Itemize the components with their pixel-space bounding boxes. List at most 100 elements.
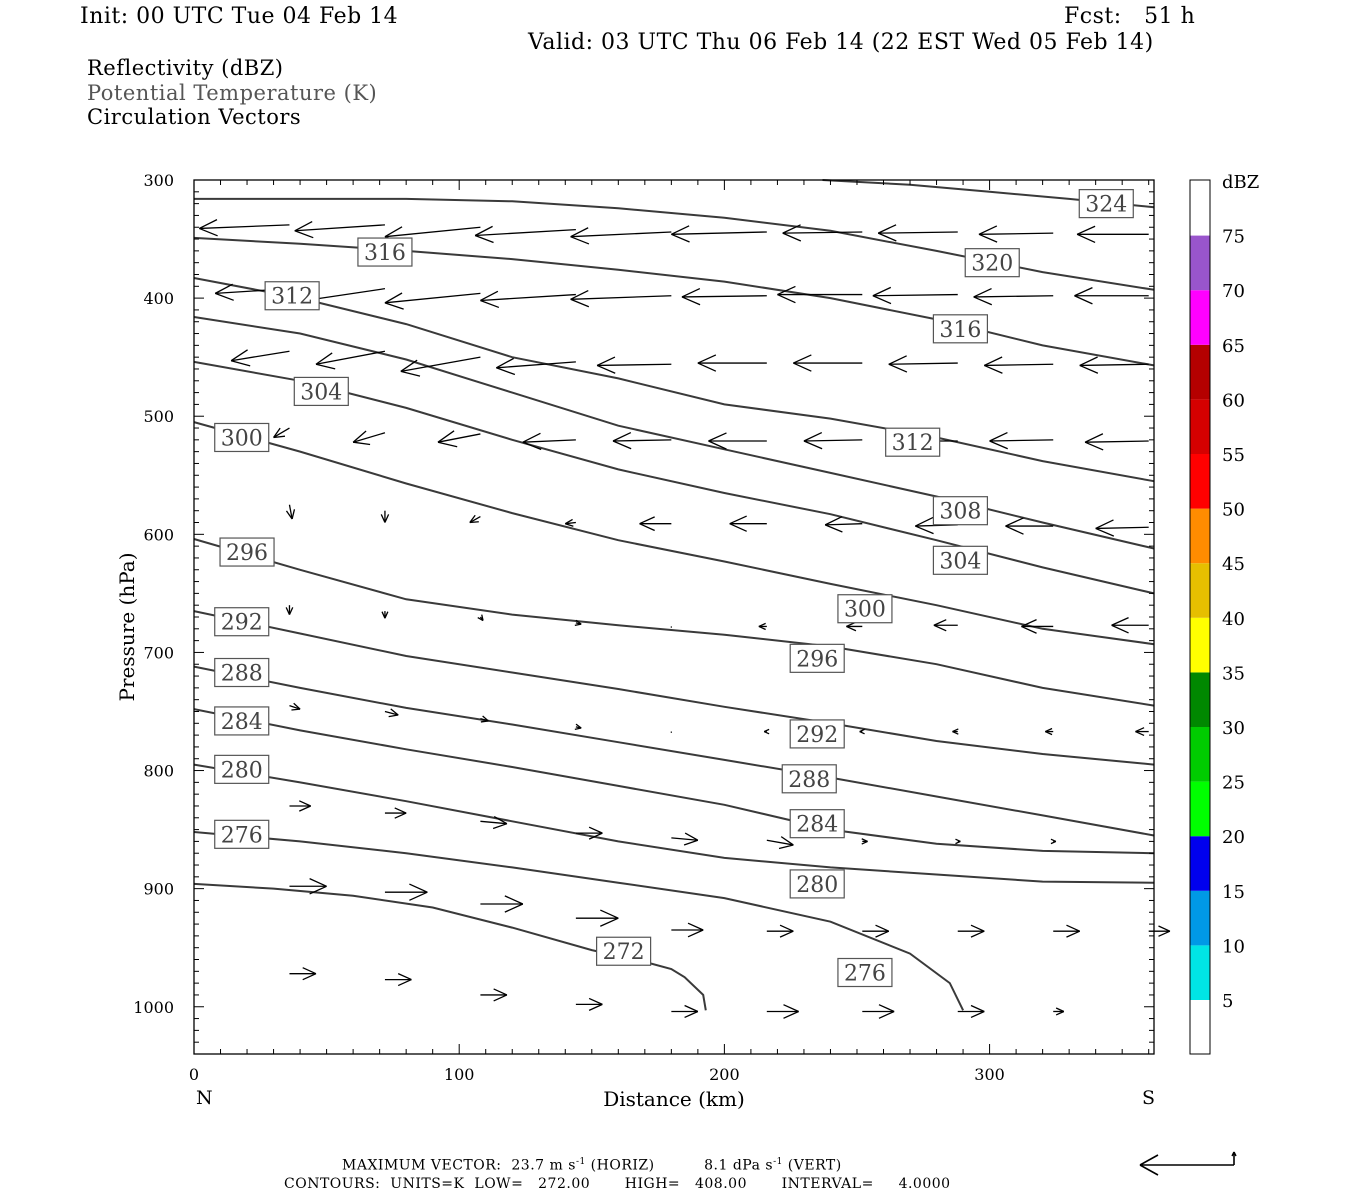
- circulation-vector: [437, 430, 481, 448]
- horiz-unit: (HORIZ): [590, 1157, 655, 1174]
- circulation-vectors: [199, 219, 1171, 1019]
- y-tick-label: 700: [143, 643, 174, 662]
- contour-label-280: 280: [789, 869, 845, 899]
- circulation-vector: [384, 807, 407, 819]
- y-tick-label: 600: [143, 525, 174, 544]
- colorbar-outline: [1189, 179, 1211, 1055]
- circulation-vector: [285, 504, 296, 520]
- svg-text:316: 316: [939, 318, 981, 343]
- colorbar-label: 60: [1222, 390, 1245, 411]
- svg-text:312: 312: [892, 431, 934, 456]
- y-tick-label: 300: [143, 171, 174, 190]
- colorbar-label: 55: [1222, 445, 1245, 466]
- circulation-vector: [352, 430, 386, 446]
- y-tick-label: 1000: [133, 998, 174, 1017]
- svg-text:308: 308: [939, 500, 981, 525]
- north-label: N: [196, 1087, 213, 1109]
- vert-max-value: 8.1 dPa s: [704, 1157, 774, 1174]
- valid-time: Valid: 03 UTC Thu 06 Feb 14 (22 EST Wed …: [528, 30, 1154, 55]
- contour-label-308: 308: [932, 496, 989, 526]
- circulation-vector: [384, 883, 428, 901]
- colorbar-label: 35: [1222, 663, 1245, 684]
- contour-label-276: 276: [837, 957, 893, 988]
- circulation-vector: [1053, 1007, 1065, 1016]
- contour-label-288: 288: [781, 764, 837, 794]
- circulation-vector: [1074, 287, 1149, 305]
- colorbar-label: 70: [1222, 281, 1245, 302]
- circulation-vector: [285, 605, 294, 615]
- svg-text:272: 272: [603, 940, 645, 965]
- svg-text:276: 276: [844, 962, 886, 987]
- circulation-vector: [480, 815, 508, 830]
- circulation-vector: [384, 973, 412, 987]
- svg-text:324: 324: [1085, 193, 1127, 218]
- circulation-vector: [978, 225, 1054, 243]
- reference-vector: [1139, 1151, 1237, 1176]
- colorbar-bin: [1190, 454, 1210, 509]
- colorbar-unit: dBZ: [1222, 172, 1259, 193]
- circulation-vector: [1148, 925, 1171, 937]
- y-tick-label: 500: [143, 407, 174, 426]
- theta-contour-308: [193, 316, 1155, 550]
- circulation-vector: [294, 220, 385, 239]
- circulation-vector: [575, 826, 603, 840]
- south-label: S: [1142, 1087, 1155, 1109]
- colorbar-bin: [1190, 399, 1210, 454]
- horiz-max-value: 23.7 m s: [511, 1157, 576, 1174]
- circulation-vector: [381, 611, 389, 619]
- circulation-vector: [596, 356, 672, 374]
- colorbar-bin: [1190, 344, 1210, 400]
- contour-label-288: 288: [214, 657, 270, 688]
- colorbar-bin: [1190, 890, 1210, 946]
- circulation-vector: [846, 621, 863, 632]
- circulation-vector: [400, 356, 481, 377]
- contour-label-316: 316: [932, 314, 989, 344]
- circulation-vector: [289, 878, 327, 895]
- circulation-vector: [289, 967, 317, 981]
- contour-label-320: 320: [964, 248, 1020, 278]
- circulation-vector: [480, 290, 576, 309]
- circulation-vector: [766, 1004, 799, 1019]
- circulation-vector: [474, 225, 576, 244]
- circulation-vector: [575, 909, 619, 927]
- circulation-vector: [480, 895, 524, 913]
- svg-text:296: 296: [796, 647, 838, 672]
- circulation-vector: [671, 922, 704, 938]
- circulation-vector: [480, 715, 489, 723]
- vert-unit: (VERT): [787, 1157, 842, 1174]
- circulation-vector: [973, 287, 1054, 306]
- circulation-vector: [639, 516, 672, 532]
- contour-label-304: 304: [932, 545, 989, 575]
- circulation-vector: [230, 349, 290, 367]
- circulation-vector: [1021, 619, 1054, 634]
- forecast-hour: Fcst: 51 h: [1064, 4, 1196, 29]
- circulation-vector: [1095, 519, 1149, 537]
- circulation-vector: [1050, 838, 1057, 845]
- circulation-vector: [289, 702, 301, 711]
- circulation-vector: [612, 431, 672, 450]
- svg-text:280: 280: [221, 758, 263, 783]
- x-tick-label: 0: [189, 1065, 199, 1084]
- circulation-vector: [777, 285, 863, 304]
- theta-contour-300: [193, 421, 1155, 646]
- theta-contour-276: [193, 831, 964, 1011]
- contour-label-284: 284: [789, 809, 845, 839]
- y-axis-title: Pressure (hPa): [115, 553, 139, 702]
- circulation-vector: [1079, 356, 1149, 374]
- circulation-vector: [1135, 727, 1149, 737]
- colorbar-label: 45: [1222, 554, 1245, 575]
- circulation-vector: [983, 356, 1054, 374]
- contour-label-296: 296: [219, 537, 275, 567]
- circulation-vector: [1005, 517, 1054, 535]
- svg-text:288: 288: [788, 768, 830, 793]
- circulation-vector: [671, 1004, 699, 1019]
- circulation-vector: [477, 614, 484, 622]
- theta-contour-284: [193, 708, 1155, 855]
- contour-label-272: 272: [596, 936, 652, 966]
- circulation-vector: [862, 924, 890, 938]
- circulation-vector: [957, 924, 985, 938]
- circulation-vector: [763, 728, 770, 735]
- svg-text:300: 300: [844, 598, 886, 623]
